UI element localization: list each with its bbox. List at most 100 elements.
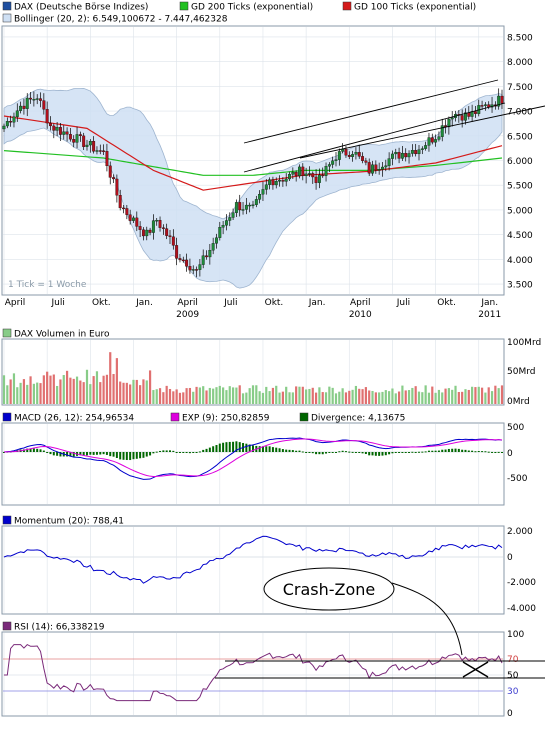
month-label: Juli <box>223 298 237 308</box>
channel-lower-line <box>243 102 506 173</box>
divergence-bar <box>198 451 201 453</box>
divergence-bar <box>32 448 35 452</box>
volume-bar <box>431 386 434 404</box>
candle-body <box>367 162 371 174</box>
candle-body <box>112 177 116 180</box>
divergence-bar <box>248 444 251 452</box>
candle-body <box>354 152 358 155</box>
volume-bar <box>295 386 298 404</box>
channel-extension-line <box>299 105 545 159</box>
divergence-bar <box>391 452 394 454</box>
divergence-bar <box>271 447 274 452</box>
rsi-tick-50: 50 <box>507 671 519 681</box>
price-tick-label: 6.500 <box>507 132 533 142</box>
candle-body <box>22 105 26 109</box>
divergence-bar <box>487 451 490 453</box>
divergence-bar <box>444 449 447 452</box>
candle-body <box>215 237 218 244</box>
divergence-bar <box>215 445 218 452</box>
candle-body <box>45 109 49 124</box>
candle-body <box>19 105 23 111</box>
divergence-bar <box>321 452 324 455</box>
divergence-bar <box>235 441 238 452</box>
candle-body <box>274 181 278 186</box>
rsi-line <box>3 643 503 702</box>
divergence-bar <box>301 451 304 453</box>
volume-bar <box>341 388 344 404</box>
divergence-bar <box>172 450 175 452</box>
candle-body <box>417 149 421 155</box>
candle-body <box>118 195 122 209</box>
divergence-bar <box>132 452 135 460</box>
candle-body <box>221 225 225 228</box>
volume-bar <box>62 375 65 404</box>
divergence-bar <box>477 451 480 453</box>
legend-swatch-gd200 <box>179 1 189 11</box>
divergence-bar <box>378 452 381 456</box>
divergence-bar <box>192 452 195 453</box>
divergence-bar <box>371 452 374 456</box>
exp-line <box>3 438 503 477</box>
volume-bar <box>175 389 178 404</box>
volume-bar <box>202 386 205 404</box>
volume-bar <box>132 379 135 404</box>
candle-body <box>317 174 321 183</box>
candle-body <box>331 160 335 165</box>
volume-bar <box>6 385 9 404</box>
candle-body <box>115 178 119 196</box>
rsi-tick-0: 0 <box>507 709 513 719</box>
month-label: Okt. <box>265 298 284 308</box>
candle-body <box>168 235 172 237</box>
month-label: Juli <box>50 298 64 308</box>
divergence-bar <box>295 450 298 452</box>
candle-body <box>384 165 388 168</box>
volume-bar <box>231 387 235 404</box>
volume-bar <box>467 389 470 404</box>
candle-body <box>357 152 361 157</box>
volume-bar <box>195 386 198 404</box>
candle-body <box>337 151 341 160</box>
volume-bar <box>484 392 487 404</box>
divergence-bar <box>494 452 497 453</box>
divergence-bar <box>364 452 367 455</box>
macd-panel <box>1 422 505 506</box>
divergence-bar <box>298 450 301 452</box>
divergence-bar <box>261 446 264 452</box>
time-x-axis: April Juli Okt. Jan. April Juli Okt. Jan. April J… <box>5 298 502 320</box>
candle-body <box>35 98 39 100</box>
volume-bar <box>318 387 321 404</box>
candle-body <box>284 178 288 182</box>
candle-body <box>400 152 404 159</box>
volume-bar <box>122 382 125 404</box>
candle-body <box>2 125 6 130</box>
divergence-bar <box>92 452 95 455</box>
volume-bar <box>82 382 85 404</box>
candle-body <box>261 189 265 195</box>
divergence-bar <box>218 443 221 452</box>
month-label: Jan. <box>480 298 498 308</box>
volume-bar <box>119 381 122 404</box>
divergence-bar <box>454 448 457 452</box>
divergence-bar <box>258 446 261 452</box>
crash-zone-arrow <box>391 582 463 656</box>
candle-body <box>404 152 408 158</box>
candle-body <box>420 148 424 150</box>
volume-bar <box>434 392 437 404</box>
volume-bar <box>152 390 155 404</box>
volume-bar <box>79 380 82 404</box>
volume-bar <box>490 391 494 404</box>
candle-body <box>92 141 96 152</box>
price-tick-label: 5.000 <box>507 206 533 216</box>
candle-body <box>141 229 145 237</box>
divergence-bar <box>384 452 387 456</box>
divergence-bar <box>275 447 278 452</box>
volume-bar <box>424 385 427 404</box>
price-y-axis: 8.500 8.000 7.500 7.000 6.500 6.000 5.500 5.000… <box>507 33 533 290</box>
candle-body <box>464 112 467 121</box>
volume-bar <box>261 392 265 404</box>
candle-body <box>291 172 295 175</box>
candle-body <box>238 202 242 211</box>
volume-bar <box>148 370 152 404</box>
volume-bar <box>255 385 258 404</box>
